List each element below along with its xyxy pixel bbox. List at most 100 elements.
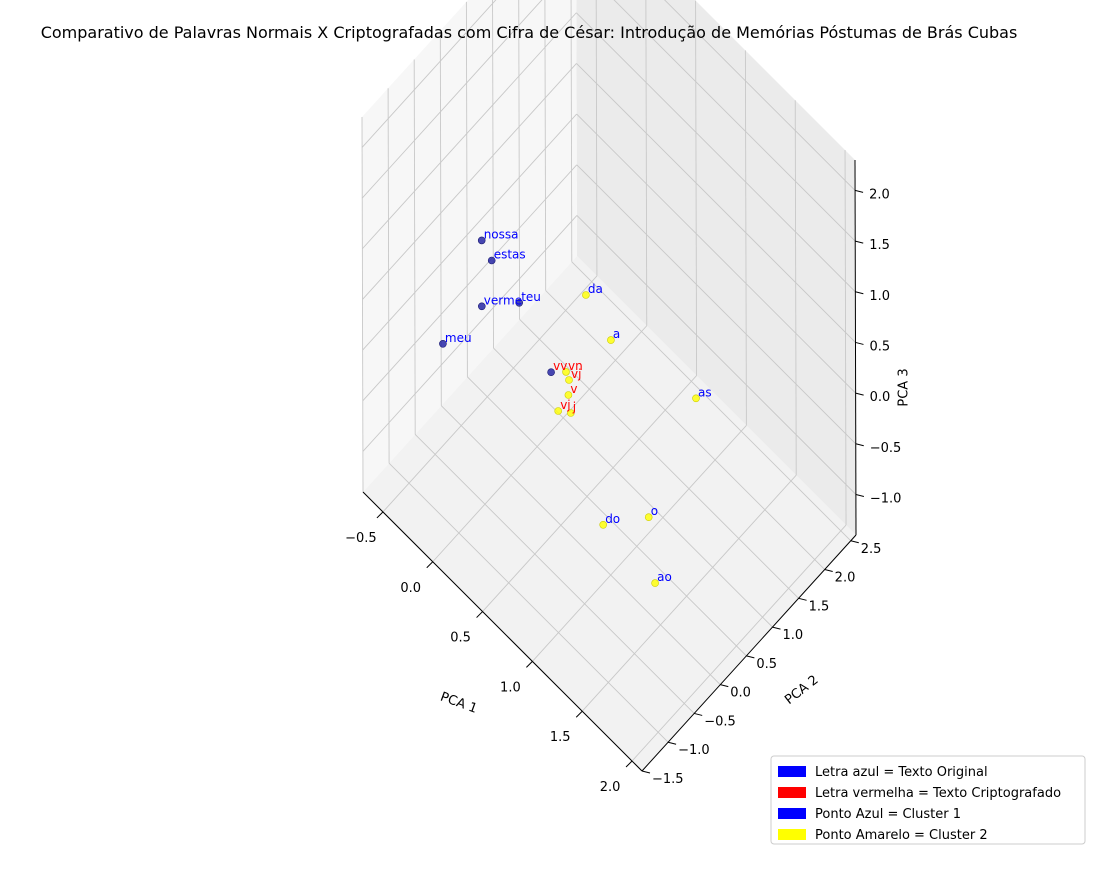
data-point-o bbox=[644, 513, 653, 522]
legend-swatch bbox=[778, 808, 806, 819]
grid-z-side bbox=[361, 0, 543, 199]
legend-swatch bbox=[778, 829, 806, 840]
point-label-vv: vv bbox=[553, 359, 567, 373]
z-tick-label: 0.0 bbox=[870, 390, 891, 405]
y-tick-label: 1.5 bbox=[809, 599, 830, 614]
grid-y-side bbox=[518, 0, 521, 320]
point-label-v: v bbox=[570, 382, 577, 396]
grid-x-floor bbox=[432, 325, 648, 563]
y-tick bbox=[746, 655, 755, 659]
z-tick bbox=[855, 291, 864, 295]
z-axis-line bbox=[854, 159, 857, 536]
y-tick-label: −0.5 bbox=[704, 714, 736, 729]
grid-y-side bbox=[387, 88, 390, 464]
data-point-teu bbox=[515, 298, 524, 307]
x-tick-label: 0.0 bbox=[400, 581, 421, 596]
grid-y-side bbox=[544, 0, 547, 291]
z-tick-label: −1.0 bbox=[870, 491, 902, 506]
y-tick-label: 2.0 bbox=[835, 571, 856, 586]
y-tick-label: −1.5 bbox=[652, 772, 684, 787]
grid-x-floor bbox=[382, 275, 598, 513]
y-tick-label: 2.5 bbox=[861, 542, 882, 557]
z-tick-label: 1.0 bbox=[869, 289, 890, 304]
x-axis-line bbox=[362, 491, 643, 772]
y-tick bbox=[850, 540, 859, 544]
data-point-j bbox=[566, 409, 575, 417]
grid-y-floor bbox=[493, 347, 773, 628]
y-tick bbox=[824, 569, 833, 573]
point-label-estas: estas bbox=[494, 248, 526, 262]
chart-title: Comparativo de Palavras Normais X Cripto… bbox=[41, 23, 1018, 42]
data-point-vv bbox=[547, 368, 555, 377]
x-tick bbox=[625, 760, 633, 768]
point-label-do: do bbox=[605, 512, 620, 526]
z-tick bbox=[855, 392, 864, 396]
x-tick-label: 1.0 bbox=[500, 680, 521, 695]
grid-x-back bbox=[844, 150, 847, 526]
grid-z-back bbox=[613, 0, 856, 242]
data-point-meu bbox=[439, 339, 447, 348]
data-point-a bbox=[607, 336, 615, 344]
y-tick bbox=[772, 626, 781, 630]
x-axis-title: PCA 1 bbox=[438, 690, 479, 717]
grid-y-floor bbox=[388, 462, 669, 743]
grid-z-back bbox=[576, 215, 857, 495]
grid-y-floor bbox=[571, 261, 852, 542]
legend-box bbox=[770, 755, 1086, 845]
grid-z-back bbox=[576, 63, 856, 343]
data-point-vj bbox=[554, 407, 563, 415]
x-tick bbox=[526, 661, 533, 668]
grid-lines bbox=[361, 0, 857, 772]
legend-entry: Ponto Amarelo = Cluster 2 bbox=[815, 828, 988, 843]
grid-z-side bbox=[362, 12, 577, 250]
grid-z-back bbox=[576, 113, 856, 394]
data-points bbox=[439, 236, 700, 587]
grid-z-back bbox=[576, 12, 856, 293]
grid-x-floor bbox=[482, 375, 697, 612]
grid-z-side bbox=[362, 215, 578, 452]
point-label-vj: vj bbox=[560, 398, 570, 412]
x-tick-label: 0.5 bbox=[450, 631, 471, 646]
legend: Letra azul = Texto Original Letra vermelh… bbox=[770, 755, 1086, 845]
x-tick bbox=[426, 561, 434, 569]
y-axis-line bbox=[641, 534, 857, 772]
point-label-a: a bbox=[613, 327, 620, 341]
legend-swatch bbox=[778, 766, 806, 777]
grid-z-back bbox=[664, 0, 856, 191]
grid-x-back bbox=[794, 100, 797, 476]
point-label-o: o bbox=[651, 504, 658, 518]
z-tick-label: 1.5 bbox=[869, 238, 890, 253]
data-point-do bbox=[599, 520, 608, 529]
legend-entry: Ponto Azul = Cluster 1 bbox=[815, 807, 961, 822]
grid-y-floor bbox=[414, 434, 695, 714]
y-tick bbox=[641, 770, 651, 774]
z-tick bbox=[854, 189, 864, 193]
point-label-teu: teu bbox=[521, 290, 541, 304]
grid-x-floor bbox=[532, 425, 747, 662]
x-tick-label: −0.5 bbox=[345, 531, 377, 546]
point-label-nossa: nossa bbox=[484, 227, 519, 241]
grid-y-side bbox=[465, 1, 468, 377]
point-label-j: j bbox=[572, 400, 576, 414]
data-point-estas bbox=[487, 256, 496, 265]
legend-entry: Letra azul = Texto Original bbox=[815, 765, 988, 780]
grid-y-side bbox=[413, 59, 416, 435]
x-tick-label: 2.0 bbox=[600, 780, 621, 795]
grid-x-floor bbox=[581, 474, 797, 712]
grid-z-back bbox=[576, 164, 857, 445]
point-label-ao: ao bbox=[657, 570, 672, 584]
y-tick bbox=[798, 597, 807, 601]
legend-entry: Letra vermelha = Texto Criptografado bbox=[815, 786, 1061, 801]
y-tick-label: 0.5 bbox=[756, 657, 777, 672]
grid-y-floor bbox=[467, 376, 747, 657]
grid-y-floor bbox=[519, 318, 799, 599]
point-label-vn: vn bbox=[568, 359, 583, 373]
z-tick bbox=[855, 493, 865, 497]
y-tick bbox=[694, 712, 703, 716]
z-tick-label: 0.5 bbox=[869, 339, 890, 354]
z-tick-label: 2.0 bbox=[869, 187, 890, 202]
x-tick bbox=[476, 611, 483, 618]
z-tick bbox=[855, 341, 864, 345]
side-pane bbox=[362, 0, 577, 492]
